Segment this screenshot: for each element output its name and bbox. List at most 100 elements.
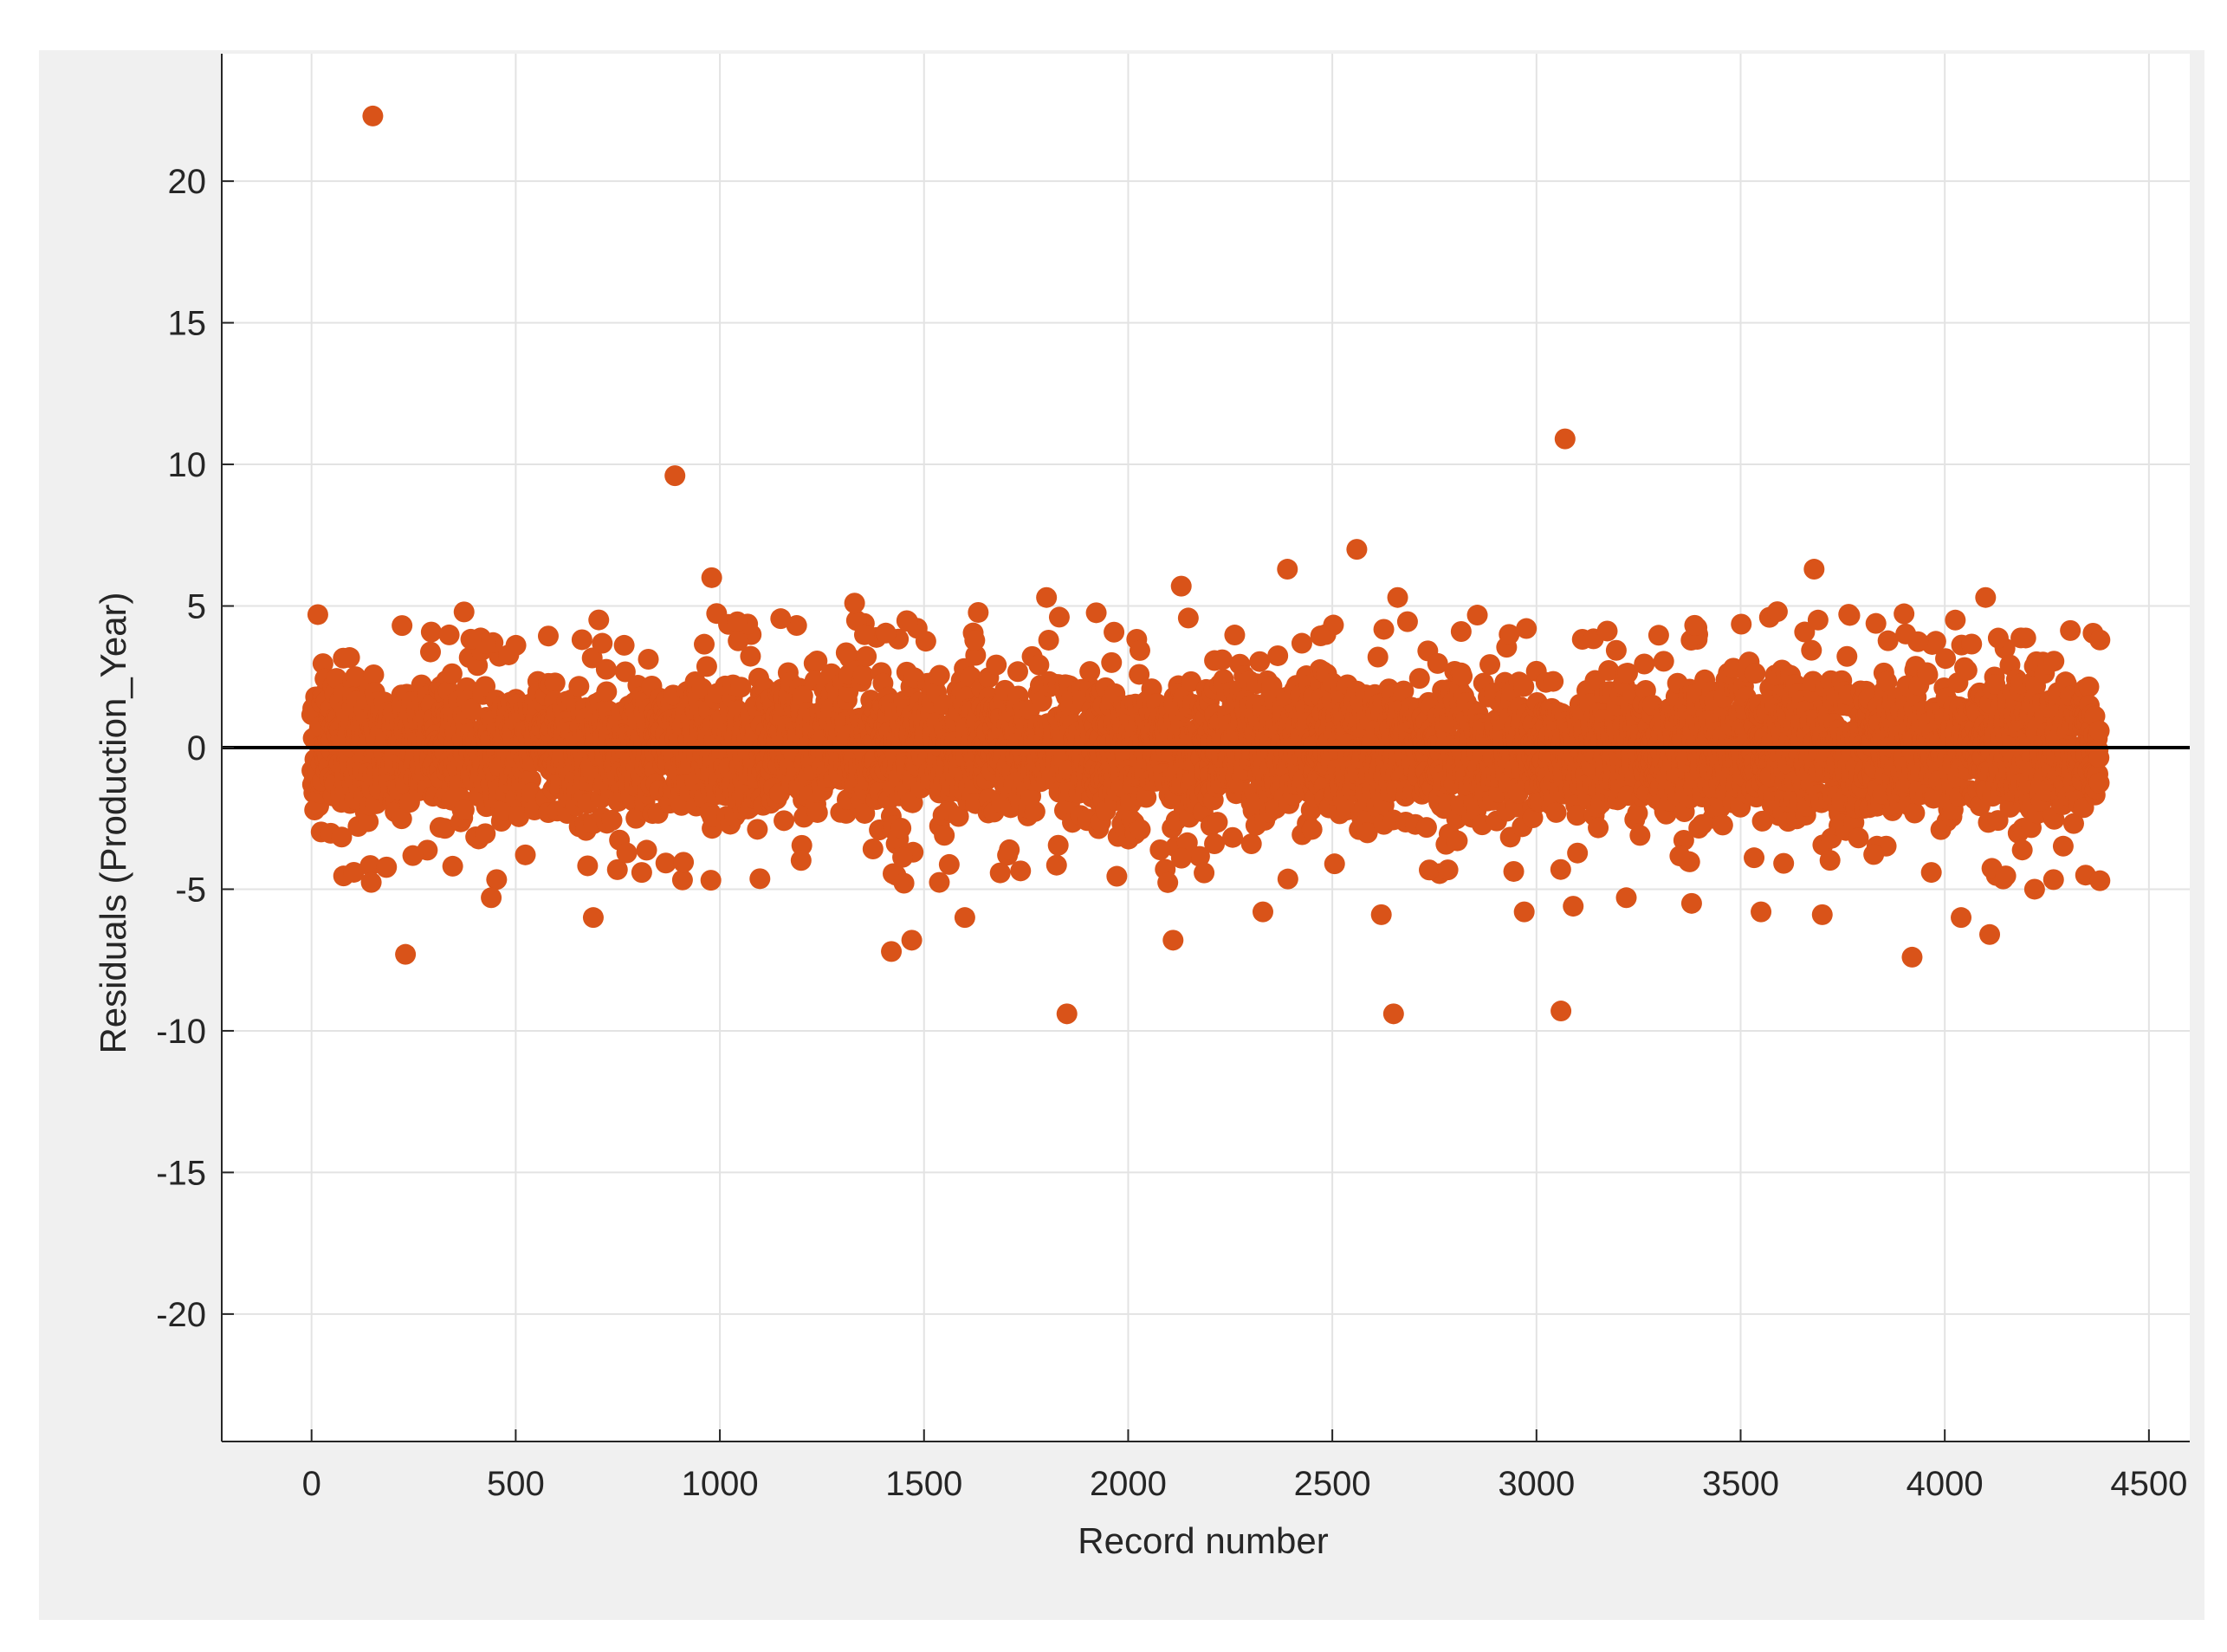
- data-point: [1634, 653, 1655, 675]
- data-point: [1995, 865, 2017, 887]
- data-point: [2078, 676, 2100, 697]
- data-point: [2060, 619, 2081, 641]
- data-point: [964, 630, 986, 651]
- data-point-outlier: [2089, 870, 2111, 891]
- data-point: [577, 855, 599, 877]
- data-point: [2042, 869, 2064, 891]
- data-point: [1801, 639, 1822, 661]
- data-point: [360, 871, 382, 893]
- data-point: [986, 654, 1007, 676]
- data-point: [331, 826, 353, 848]
- data-point-outlier: [1680, 892, 1702, 914]
- x-tick-label: 1500: [885, 1465, 962, 1503]
- data-point: [853, 624, 875, 645]
- data-point: [1101, 651, 1123, 673]
- data-point: [515, 844, 536, 865]
- data-point-outlier: [701, 567, 722, 588]
- data-point: [1211, 649, 1233, 671]
- data-point: [862, 839, 884, 860]
- data-point: [402, 845, 424, 866]
- data-point: [1249, 651, 1271, 672]
- data-point: [1079, 661, 1101, 683]
- data-point: [893, 872, 915, 894]
- data-point: [442, 855, 463, 877]
- data-point: [875, 622, 897, 644]
- data-point: [1149, 839, 1171, 860]
- y-axis-title: Residuals (Production_Year): [93, 592, 133, 1053]
- data-point: [1653, 651, 1674, 672]
- x-tick-label: 3500: [1702, 1465, 1779, 1503]
- data-point: [1224, 625, 1246, 646]
- data-point: [1917, 664, 1939, 685]
- data-point: [706, 603, 728, 625]
- data-point: [1356, 822, 1378, 844]
- data-point-outlier: [1811, 904, 1833, 925]
- data-point: [1848, 827, 1869, 849]
- data-point: [1393, 680, 1415, 702]
- y-tick-label: 10: [168, 446, 207, 484]
- data-point: [1007, 661, 1028, 683]
- data-point: [790, 850, 812, 871]
- data-point: [1301, 819, 1323, 840]
- data-point: [581, 647, 603, 669]
- x-tick-label: 2000: [1090, 1465, 1167, 1503]
- data-point: [929, 664, 950, 686]
- data-point: [749, 868, 771, 890]
- data-point: [770, 608, 792, 630]
- data-point: [890, 817, 912, 839]
- y-tick-label: -10: [156, 1013, 206, 1051]
- y-tick-label: -15: [156, 1154, 206, 1192]
- data-point-outlier: [1170, 575, 1192, 597]
- data-point: [740, 645, 761, 667]
- data-point-outlier: [881, 941, 903, 962]
- data-point-outlier: [1252, 901, 1273, 923]
- data-point: [1222, 826, 1244, 848]
- data-point: [391, 808, 412, 830]
- data-point: [1669, 845, 1691, 867]
- data-point: [1106, 865, 1128, 887]
- data-point-outlier: [2023, 878, 2045, 900]
- data-point: [934, 825, 955, 846]
- data-point: [1136, 787, 1157, 808]
- x-tick-label: 4500: [2110, 1465, 2187, 1503]
- data-point: [595, 658, 617, 680]
- y-tick-label: -20: [156, 1296, 206, 1334]
- data-point: [1945, 609, 1966, 631]
- data-point-outlier: [954, 907, 975, 929]
- data-point: [673, 852, 695, 873]
- data-point: [614, 661, 636, 683]
- data-point: [965, 645, 987, 666]
- data-point: [897, 611, 918, 632]
- data-point-outlier: [1056, 1003, 1078, 1025]
- data-point: [438, 624, 460, 645]
- data-point: [929, 871, 950, 893]
- data-point: [1648, 625, 1669, 646]
- data-point: [671, 869, 693, 891]
- data-point: [616, 842, 638, 864]
- data-point: [915, 631, 936, 652]
- data-point-outlier: [1803, 559, 1825, 580]
- data-point: [968, 601, 989, 623]
- data-point-outlier: [1554, 428, 1576, 450]
- data-point: [420, 621, 442, 643]
- data-point: [1419, 859, 1440, 881]
- data-point: [363, 664, 385, 685]
- data-point-outlier: [362, 105, 384, 126]
- data-point: [544, 672, 566, 694]
- data-point: [730, 677, 752, 698]
- data-point: [989, 862, 1011, 884]
- data-point: [1047, 834, 1069, 856]
- data-point-outlier: [1901, 946, 1923, 968]
- data-point: [1550, 858, 1571, 880]
- data-point: [307, 604, 328, 625]
- x-tick-label: 4000: [1907, 1465, 1984, 1503]
- data-point-outlier: [395, 943, 417, 965]
- data-point: [537, 625, 559, 647]
- data-point: [1028, 654, 1050, 676]
- data-point: [1877, 630, 1899, 651]
- data-point: [460, 628, 482, 650]
- data-point-outlier: [1382, 1003, 1404, 1025]
- data-point: [571, 629, 592, 651]
- data-point: [1588, 817, 1609, 839]
- x-tick-label: 3000: [1498, 1465, 1575, 1503]
